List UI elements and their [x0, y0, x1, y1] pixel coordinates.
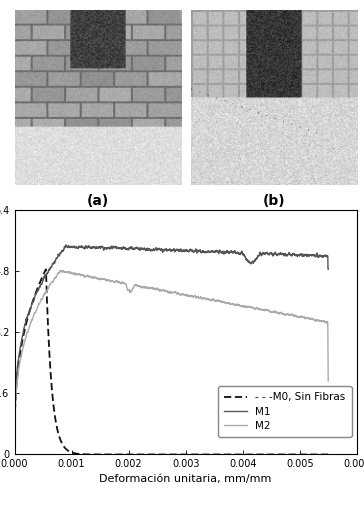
- Line: M1: M1: [15, 245, 328, 434]
- - - -M0, Sin Fibras: [44, 266, 48, 272]
- M2: [286, 311, 290, 317]
- M2: [326, 378, 331, 384]
- Line: - - -M0, Sin Fibras: - - -M0, Sin Fibras: [15, 269, 328, 454]
- M2: [67, 270, 71, 276]
- - - -M0, Sin Fibras: [12, 451, 17, 458]
- - - -M0, Sin Fibras: [133, 451, 137, 458]
- - - -M0, Sin Fibras: [146, 451, 151, 458]
- Text: (b): (b): [262, 193, 285, 208]
- - - -M0, Sin Fibras: [286, 451, 290, 458]
- M1: [12, 431, 17, 437]
- Text: (a): (a): [87, 193, 109, 208]
- M2: [146, 285, 151, 291]
- - - -M0, Sin Fibras: [326, 451, 331, 458]
- M1: [326, 266, 331, 272]
- M1: [286, 251, 290, 258]
- Legend: - - -M0, Sin Fibras, M1, M2: - - -M0, Sin Fibras, M1, M2: [218, 386, 352, 437]
- X-axis label: Deformación unitaria, mm/mm: Deformación unitaria, mm/mm: [99, 474, 272, 483]
- M1: [48, 265, 52, 271]
- M1: [67, 243, 71, 249]
- M2: [133, 283, 137, 289]
- - - -M0, Sin Fibras: [67, 448, 71, 454]
- M2: [320, 318, 324, 324]
- M1: [320, 253, 324, 259]
- M1: [133, 245, 137, 251]
- Line: M2: M2: [15, 270, 328, 439]
- M2: [12, 436, 17, 442]
- - - -M0, Sin Fibras: [320, 451, 324, 458]
- M1: [146, 247, 151, 253]
- M2: [48, 281, 52, 287]
- M2: [59, 267, 63, 273]
- - - -M0, Sin Fibras: [48, 368, 53, 374]
- M1: [64, 242, 68, 248]
